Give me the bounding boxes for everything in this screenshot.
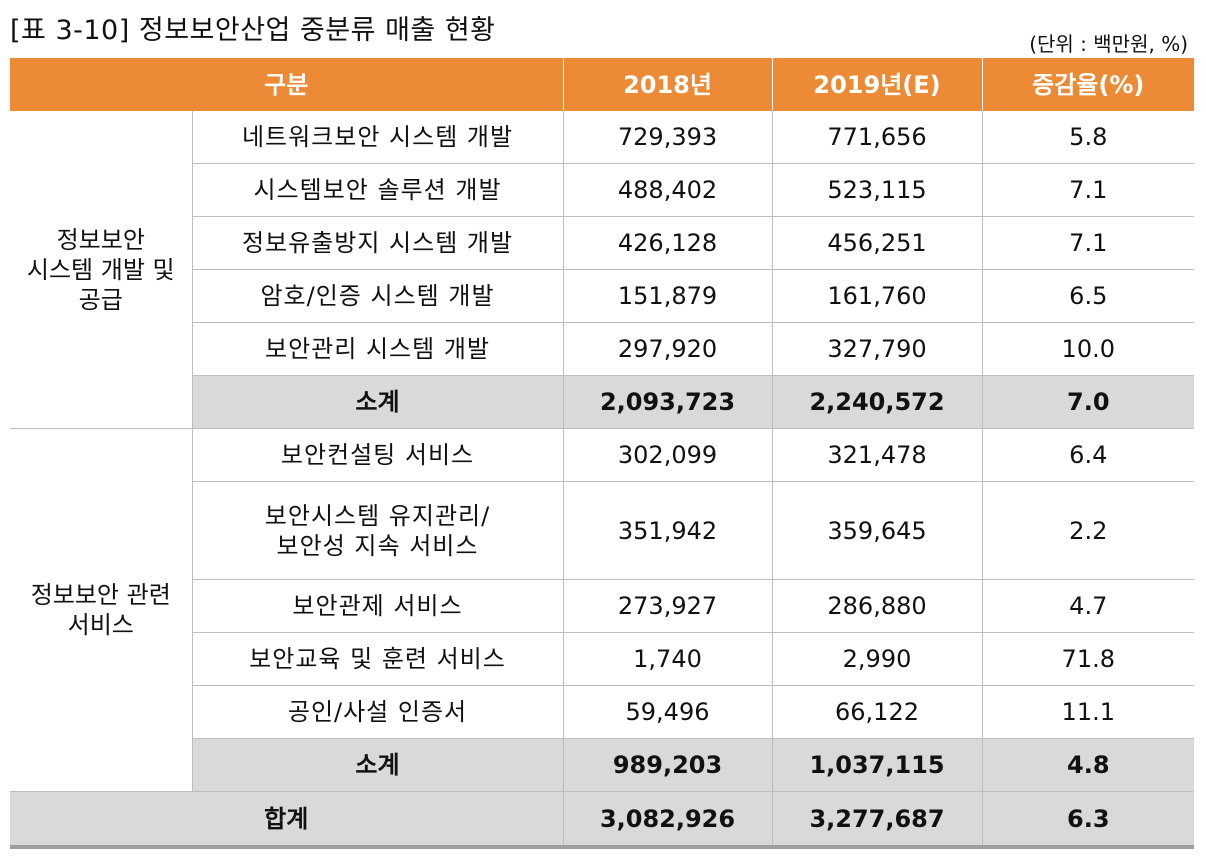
value-2018: 351,942 — [562, 481, 773, 580]
value-growth: 6.5 — [981, 269, 1195, 323]
subtotal-2019: 1,037,115 — [771, 738, 983, 792]
value-2018: 59,496 — [562, 685, 773, 739]
row-label-line: 보안성 지속 서비스 — [276, 531, 479, 560]
subtotal-label: 소계 — [191, 375, 564, 429]
table-row: 보안교육 및 훈련 서비스 1,740 2,990 71.8 — [10, 632, 1195, 686]
value-2018: 729,393 — [562, 111, 773, 164]
subtotal-growth: 7.0 — [981, 375, 1195, 429]
row-label: 정보유출방지 시스템 개발 — [191, 216, 564, 270]
unit-note: (단위 : 백만원, %) — [1029, 32, 1188, 56]
row-label: 보안관제 서비스 — [191, 579, 564, 633]
value-growth: 7.1 — [981, 216, 1195, 270]
subtotal-row: 소계 989,203 1,037,115 4.8 — [10, 738, 1195, 792]
row-label: 시스템보안 솔루션 개발 — [191, 163, 564, 217]
value-growth: 11.1 — [981, 685, 1195, 739]
subtotal-2019: 2,240,572 — [771, 375, 983, 429]
value-growth: 5.8 — [981, 111, 1195, 164]
group-label-line: 정보보안 — [56, 225, 145, 254]
value-2019: 523,115 — [771, 163, 983, 217]
group-label-line: 시스템 개발 및 — [26, 255, 175, 284]
value-growth: 10.0 — [981, 322, 1195, 376]
row-label: 보안관리 시스템 개발 — [191, 322, 564, 376]
table-row: 보안시스템 유지관리/ 보안성 지속 서비스 351,942 359,645 2… — [10, 481, 1195, 580]
value-2018: 488,402 — [562, 163, 773, 217]
table-row: 시스템보안 솔루션 개발 488,402 523,115 7.1 — [10, 163, 1195, 217]
total-growth: 6.3 — [981, 791, 1195, 849]
row-label-line: 보안시스템 유지관리/ — [264, 501, 491, 530]
table-row: 보안관리 시스템 개발 297,920 327,790 10.0 — [10, 322, 1195, 376]
value-growth: 2.2 — [981, 481, 1195, 580]
row-label: 네트워크보안 시스템 개발 — [191, 111, 564, 164]
header-growth: 증감율(%) — [981, 58, 1195, 111]
group-cell: 정보보안 시스템 개발 및 공급 — [10, 111, 192, 429]
table-row: 공인/사설 인증서 59,496 66,122 11.1 — [10, 685, 1195, 739]
value-2018: 151,879 — [562, 269, 773, 323]
table-row: 정보유출방지 시스템 개발 426,128 456,251 7.1 — [10, 216, 1195, 270]
value-2018: 302,099 — [562, 428, 773, 482]
group-label-line: 정보보안 관련 — [30, 581, 171, 609]
value-growth: 7.1 — [981, 163, 1195, 217]
total-2018: 3,082,926 — [562, 791, 773, 849]
table-row: 보안관제 서비스 273,927 286,880 4.7 — [10, 579, 1195, 633]
table-row: 정보보안 시스템 개발 및 공급 네트워크보안 시스템 개발 729,393 7… — [10, 111, 1195, 429]
table-title: [표 3-10] 정보보안산업 중분류 매출 현황 — [10, 15, 496, 46]
group-label-line: 서비스 — [67, 611, 134, 639]
value-2019: 286,880 — [771, 579, 983, 633]
value-2018: 1,740 — [562, 632, 773, 686]
value-2019: 66,122 — [771, 685, 983, 739]
value-2019: 327,790 — [771, 322, 983, 376]
value-2018: 426,128 — [562, 216, 773, 270]
table-row: 정보보안 관련 서비스 보안컨설팅 서비스 302,099 321,478 6.… — [10, 428, 1195, 792]
value-2019: 161,760 — [771, 269, 983, 323]
row-label: 보안교육 및 훈련 서비스 — [191, 632, 564, 686]
row-label: 보안컨설팅 서비스 — [191, 428, 564, 482]
total-2019: 3,277,687 — [771, 791, 983, 849]
value-2019: 359,645 — [771, 481, 983, 580]
value-2018: 297,920 — [562, 322, 773, 376]
subtotal-2018: 2,093,723 — [562, 375, 773, 429]
sales-table: 구분 2018년 2019년(E) 증감율(%) 정보보안 시스템 개발 및 공… — [10, 58, 1195, 849]
value-2019: 771,656 — [771, 111, 983, 164]
value-2019: 456,251 — [771, 216, 983, 270]
group-cell: 정보보안 관련 서비스 — [10, 428, 192, 792]
group-label-line: 공급 — [78, 285, 123, 314]
header-2018: 2018년 — [562, 58, 773, 111]
value-2018: 273,927 — [562, 579, 773, 633]
subtotal-2018: 989,203 — [562, 738, 773, 792]
total-label: 합계 — [10, 791, 564, 849]
value-2019: 321,478 — [771, 428, 983, 482]
value-2019: 2,990 — [771, 632, 983, 686]
row-label: 암호/인증 시스템 개발 — [191, 269, 564, 323]
row-label: 공인/사설 인증서 — [191, 685, 564, 739]
subtotal-row: 소계 2,093,723 2,240,572 7.0 — [10, 375, 1195, 429]
row-label: 보안시스템 유지관리/ 보안성 지속 서비스 — [191, 481, 564, 580]
subtotal-label: 소계 — [191, 738, 564, 792]
value-growth: 71.8 — [981, 632, 1195, 686]
header-category: 구분 — [10, 58, 564, 111]
table-row: 암호/인증 시스템 개발 151,879 161,760 6.5 — [10, 269, 1195, 323]
header-2019: 2019년(E) — [771, 58, 983, 111]
header-row: 구분 2018년 2019년(E) 증감율(%) — [10, 58, 1195, 111]
value-growth: 6.4 — [981, 428, 1195, 482]
total-row: 합계 3,082,926 3,277,687 6.3 — [10, 791, 1195, 849]
subtotal-growth: 4.8 — [981, 738, 1195, 792]
value-growth: 4.7 — [981, 579, 1195, 633]
